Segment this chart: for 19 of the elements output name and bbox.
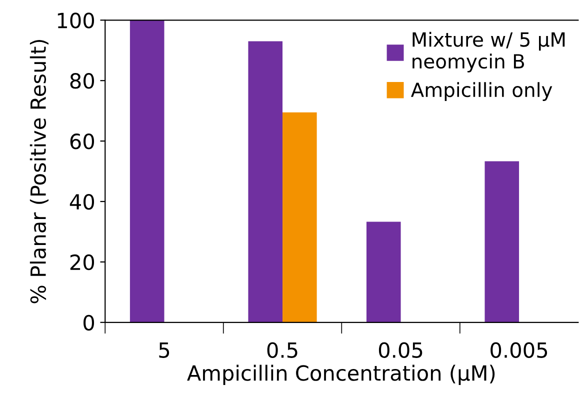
bar [366, 222, 401, 322]
bar [130, 20, 164, 322]
legend-label: Ampicillin only [410, 82, 552, 101]
x-tick-label: 0.05 [378, 342, 422, 358]
x-tick-label: 0.5 [267, 342, 298, 358]
y-axis-title: % Planar (Positive Result) [30, 40, 48, 304]
bar [484, 161, 520, 322]
y-tick-label: 60 [70, 134, 94, 150]
x-tick-label: 0.005 [490, 342, 548, 358]
bar [282, 112, 317, 322]
y-tick-label: 0 [84, 314, 94, 331]
y-tick-label: 20 [70, 254, 94, 270]
y-tick-label: 80 [70, 73, 94, 89]
x-tick-label: 5 [159, 342, 170, 358]
bar [248, 41, 283, 322]
x-axis-title: Ampicillin Concentration (µM) [187, 364, 495, 385]
y-tick-label: 100 [58, 12, 94, 28]
legend-label: Mixture w/ 5 µM neomycin B [412, 32, 565, 72]
y-tick-label: 40 [70, 194, 94, 210]
